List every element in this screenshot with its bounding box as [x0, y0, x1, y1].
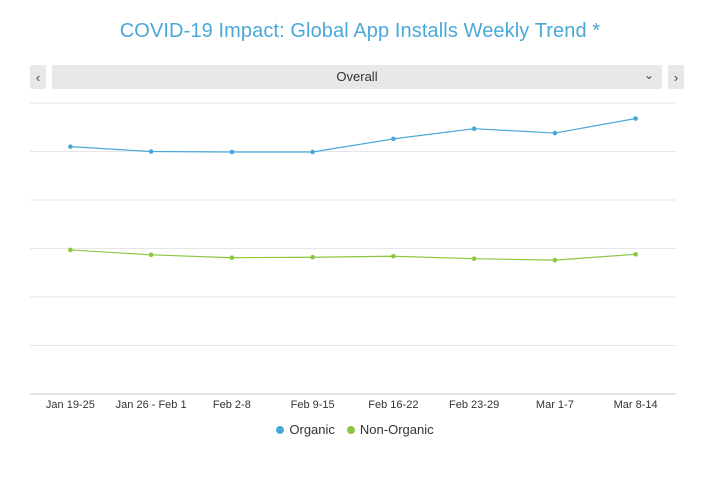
data-point	[471, 126, 477, 132]
data-point	[391, 253, 396, 259]
x-tick-label: Feb 23-29	[449, 399, 499, 411]
data-point	[68, 247, 73, 253]
x-tick-label: Jan 26 - Feb 1	[116, 399, 187, 411]
segment-dropdown-value: Overall	[336, 69, 378, 84]
x-tick-label: Feb 16-22	[368, 399, 418, 411]
data-point	[633, 116, 638, 121]
data-point	[310, 149, 315, 155]
x-tick-label: Feb 2-8	[213, 399, 251, 411]
legend-label: Organic	[289, 422, 335, 437]
x-tick-label: Jan 19-25	[46, 399, 95, 411]
data-point	[471, 256, 477, 261]
chevron-right-icon: ›	[673, 69, 679, 85]
chart-legend: Organic Non-Organic	[0, 422, 710, 437]
data-point	[148, 149, 154, 154]
data-point	[68, 144, 73, 149]
data-point	[552, 257, 558, 263]
prev-button[interactable]: ‹	[30, 65, 46, 89]
x-tick-label: Feb 9-15	[291, 399, 335, 411]
legend-item[interactable]: Non-Organic	[346, 422, 434, 437]
legend-label: Non-Organic	[359, 422, 434, 437]
chevron-down-icon: ⌄	[643, 68, 654, 82]
data-point	[229, 149, 235, 155]
series-line-1	[70, 249, 636, 261]
data-point	[552, 130, 558, 136]
data-point	[633, 252, 638, 257]
segment-dropdown[interactable]: Overall ⌄	[52, 65, 662, 89]
data-point	[310, 254, 315, 260]
data-point	[148, 252, 154, 258]
x-tick-label: Mar 8-14	[614, 399, 658, 411]
next-button[interactable]: ›	[668, 65, 684, 89]
legend-marker	[346, 425, 355, 434]
data-point	[391, 136, 396, 142]
chevron-left-icon: ‹	[35, 69, 41, 85]
segment-selector: ‹ Overall ⌄ ›	[30, 65, 684, 89]
legend-marker	[276, 425, 285, 434]
chart-title: COVID-19 Impact: Global App Installs Wee…	[119, 20, 601, 42]
data-point	[229, 255, 235, 261]
legend-item[interactable]: Organic	[276, 422, 335, 437]
x-tick-label: Mar 1-7	[536, 399, 574, 411]
series-line-0	[70, 117, 636, 153]
